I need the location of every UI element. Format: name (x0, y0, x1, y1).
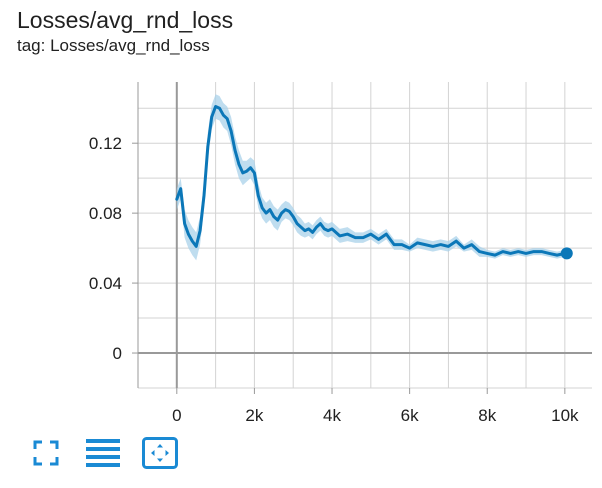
chart-toolbar (28, 435, 199, 471)
fullscreen-icon (33, 440, 59, 466)
line-chart: 0 0.04 0.08 0.12 0 2k 4k 6k 8k 10k (89, 82, 592, 425)
fullscreen-button[interactable] (28, 435, 64, 471)
x-tick-label: 8k (478, 406, 496, 425)
y-tick-label: 0.04 (89, 274, 122, 293)
x-tick-label: 6k (401, 406, 419, 425)
fit-domain-button[interactable] (142, 435, 178, 471)
y-tick-label: 0.12 (89, 134, 122, 153)
toggle-log-scale-button[interactable] (85, 435, 121, 471)
series-line (175, 105, 569, 257)
toggle-log-scale-icon (86, 439, 120, 467)
x-tick-label: 2k (245, 406, 263, 425)
chart-title: Losses/avg_rnd_loss (17, 7, 234, 33)
chart-tag-subtitle: tag: Losses/avg_rnd_loss (17, 36, 210, 55)
y-tick-label: 0 (113, 344, 122, 363)
x-tick-label: 0 (172, 406, 181, 425)
fit-domain-icon (142, 437, 178, 469)
x-tick-label: 4k (323, 406, 341, 425)
x-tick-label: 10k (551, 406, 579, 425)
y-tick-label: 0.08 (89, 204, 122, 223)
series-last-point (560, 247, 573, 260)
